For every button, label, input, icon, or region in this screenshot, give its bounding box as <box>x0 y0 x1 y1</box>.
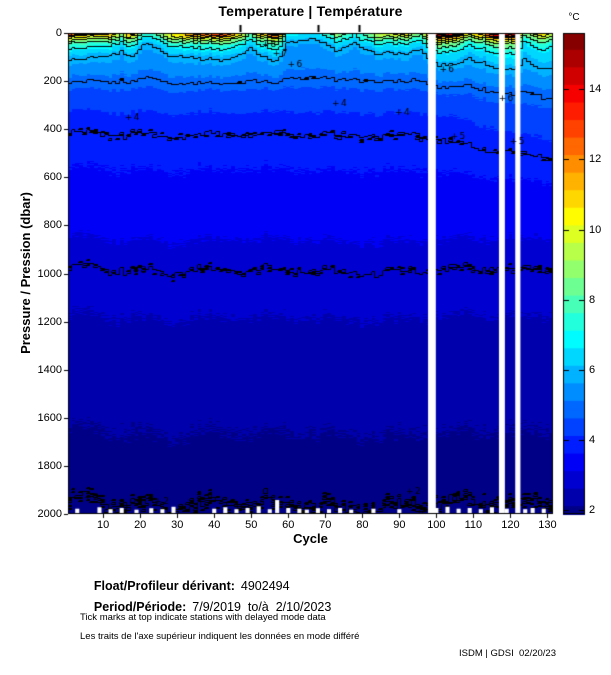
float-id-label: Float/Profileur dérivant: <box>93 579 235 593</box>
x-tick-label: 50 <box>245 519 258 531</box>
x-tick-label: 10 <box>97 519 110 531</box>
x-tick-label: 60 <box>282 519 295 531</box>
credit-text: ISDM | GDSI 02/20/23 <box>459 648 556 659</box>
y-tick-label: 0 <box>55 27 62 39</box>
colorbar-tick-label: 8 <box>589 293 596 306</box>
period-label: Period/Période: <box>93 600 187 614</box>
x-tick-label: 100 <box>427 519 446 531</box>
y-tick-label: 800 <box>43 219 62 232</box>
y-tick-label: 400 <box>43 123 62 136</box>
x-tick-label: 90 <box>393 519 406 531</box>
y-tick-label: 1000 <box>37 267 62 280</box>
float-id-line: Float/Profileur dérivant: 4902494 <box>80 565 290 607</box>
x-tick-label: 70 <box>319 519 332 531</box>
y-tick-label: 2000 <box>37 508 62 520</box>
x-tick-label: 20 <box>134 519 147 531</box>
colorbar-tick-label: 6 <box>589 364 596 377</box>
y-tick-label: 600 <box>43 171 62 184</box>
delayed-mode-note-fr: Les traits de l'axe supérieur indiquent … <box>80 631 360 642</box>
colorbar-unit-label: °C <box>568 12 580 23</box>
x-tick-label: 130 <box>538 519 557 531</box>
x-tick-label: 40 <box>208 519 221 531</box>
x-tick-label: 30 <box>171 519 184 531</box>
x-tick-label: 120 <box>501 519 520 531</box>
colorbar-tick-label: 2 <box>589 504 596 517</box>
x-tick-label: 80 <box>356 519 369 531</box>
y-tick-label: 1200 <box>37 315 62 328</box>
y-tick-label: 200 <box>43 75 62 88</box>
x-tick-label: 110 <box>464 519 483 531</box>
y-tick-label: 1400 <box>37 363 62 376</box>
colorbar-tick-label: 10 <box>589 223 602 236</box>
colorbar-tick-label: 12 <box>589 153 602 166</box>
period-line: Period/Période: 7/9/2019 to/à 2/10/2023 <box>80 586 331 628</box>
y-tick-label: 1800 <box>37 459 62 472</box>
chart-title: Temperature | Température <box>218 3 403 19</box>
colorbar-tick-label: 14 <box>589 83 602 96</box>
period-value: 7/9/2019 to/à 2/10/2023 <box>192 600 332 614</box>
y-tick-label: 1600 <box>37 411 62 424</box>
colorbar-tick-label: 4 <box>589 434 596 447</box>
delayed-mode-note-en: Tick marks at top indicate stations with… <box>80 612 326 623</box>
x-axis-label: Cycle <box>293 531 328 546</box>
float-id-value: 4902494 <box>240 579 290 593</box>
